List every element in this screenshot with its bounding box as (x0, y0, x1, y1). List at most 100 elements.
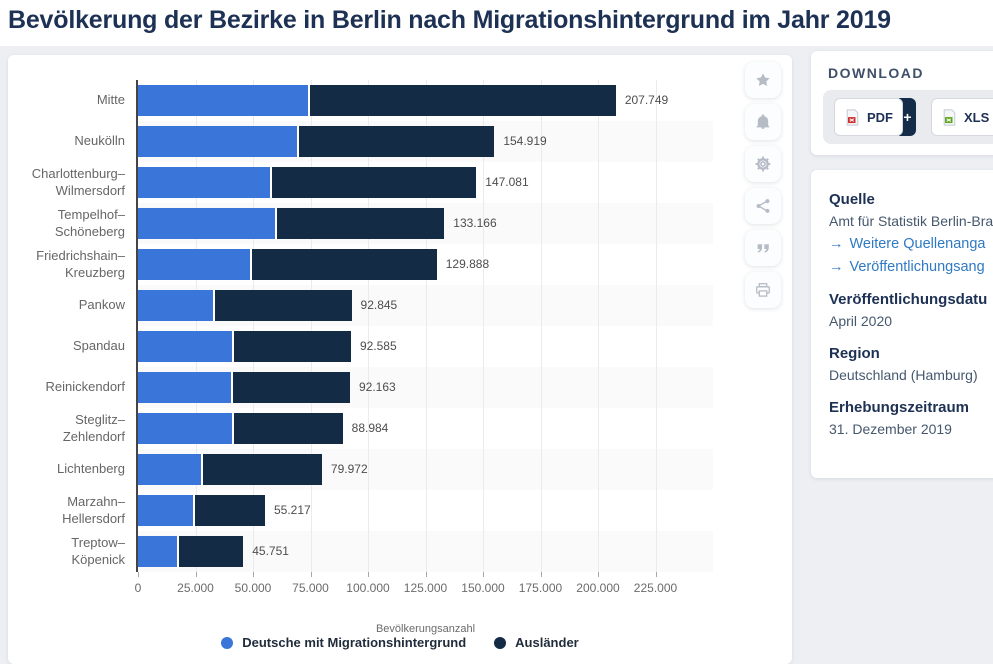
tick-mark-75000 (310, 572, 312, 577)
tick-label-0: 0 (134, 581, 142, 595)
value-label-tempelhof-schöneberg: 133.166 (453, 216, 497, 230)
value-label-charlottenburg-wilmersdorf: 147.081 (485, 175, 529, 189)
legend-swatch-auslaender (494, 636, 507, 649)
survey-period-value: 31. Dezember 2019 (829, 421, 952, 437)
gridline-25000 (195, 80, 197, 572)
download-pdf-label: PDF (867, 109, 893, 125)
region-heading: Region (829, 345, 880, 362)
source-info-card: Quelle Amt für Statistik Berlin-Bra → Wei… (811, 170, 993, 478)
value-label-lichtenberg: 79.972 (330, 462, 368, 476)
survey-period-heading: Erhebungszeitraum (829, 399, 970, 416)
category-label-steglitz-zehlendorf: Steglitz– Zehlendorf (62, 412, 125, 444)
value-label-treptow-köpenick: 45.751 (252, 544, 289, 558)
region-value: Deutschland (Hamburg) (829, 367, 978, 383)
bar-segment-auslaender-tempelhof-schöneberg[interactable] (274, 208, 445, 239)
tick-label-75000: 75.000 (292, 581, 329, 595)
tick-label-200000: 200.000 (576, 581, 620, 595)
category-label-charlottenburg-wilmersdorf: Charlottenburg– Wilmersdorf (31, 166, 125, 198)
legend-item-deutsche[interactable]: Deutsche mit Migrationshintergrund (221, 635, 466, 650)
publication-date-heading: Veröffentlichungsdatu (829, 291, 988, 308)
bar-segment-deutsche-marzahn-hellersdorf[interactable] (138, 495, 194, 526)
gridline-75000 (310, 80, 312, 572)
bell-icon (755, 114, 771, 130)
value-label-friedrichshain-kreuzberg: 129.888 (445, 257, 490, 271)
page-title: Bevölkerung der Bezirke in Berlin nach M… (8, 6, 891, 34)
citation-button[interactable] (745, 230, 781, 266)
value-label-mitte: 207.749 (624, 93, 669, 107)
survey-period-section: Erhebungszeitraum 31. Dezember 2019 (829, 399, 993, 437)
bar-segment-deutsche-steglitz-zehlendorf[interactable] (138, 413, 233, 444)
favorite-button[interactable] (745, 62, 781, 98)
bar-segment-auslaender-mitte[interactable] (308, 85, 616, 116)
print-button[interactable] (745, 272, 781, 308)
bar-segment-auslaender-lichtenberg[interactable] (201, 454, 322, 485)
download-pdf-button[interactable]: PDF (834, 98, 903, 136)
publication-date-value: April 2020 (829, 313, 893, 329)
bar-segment-auslaender-neukölln[interactable] (296, 126, 495, 157)
bar-segment-auslaender-steglitz-zehlendorf[interactable] (232, 413, 343, 444)
tick-label-100000: 100.000 (346, 581, 390, 595)
value-label-pankow: 92.845 (360, 298, 398, 312)
tick-mark-175000 (540, 572, 542, 577)
value-label-reinickendorf: 92.163 (358, 380, 396, 394)
gridline-100000 (368, 80, 369, 572)
region-section: Region Deutschland (Hamburg) (829, 345, 993, 383)
download-xls-group: XLS + (931, 98, 993, 136)
bar-segment-deutsche-pankow[interactable] (138, 290, 213, 321)
legend-swatch-deutsche (221, 636, 234, 649)
tick-label-225000: 225.000 (633, 581, 678, 595)
tick-mark-0 (138, 572, 139, 577)
bar-segment-deutsche-mitte[interactable] (138, 85, 309, 116)
pdf-file-icon (844, 108, 861, 126)
bar-segment-deutsche-lichtenberg[interactable] (138, 454, 202, 485)
value-label-spandau: 92.585 (359, 339, 397, 353)
download-pdf-group: PDF + (834, 98, 916, 136)
bar-segment-auslaender-friedrichshain-kreuzberg[interactable] (249, 249, 437, 280)
tick-mark-50000 (253, 572, 254, 577)
download-xls-button[interactable]: XLS (931, 98, 993, 136)
tick-label-175000: 175.000 (518, 581, 563, 595)
share-button[interactable] (745, 188, 781, 224)
bar-segment-auslaender-pankow[interactable] (212, 290, 352, 321)
category-label-tempelhof-schöneberg: Tempelhof– Schöneberg (54, 207, 125, 239)
value-label-steglitz-zehlendorf: 88.984 (351, 421, 389, 435)
tick-label-150000: 150.000 (461, 581, 505, 595)
bar-segment-deutsche-reinickendorf[interactable] (138, 372, 232, 403)
source-heading: Quelle (829, 191, 875, 208)
tick-label-125000: 125.000 (403, 581, 448, 595)
bar-segment-deutsche-friedrichshain-kreuzberg[interactable] (138, 249, 250, 280)
bar-segment-auslaender-reinickendorf[interactable] (231, 372, 350, 403)
tick-mark-200000 (598, 572, 599, 577)
settings-button[interactable] (745, 146, 781, 182)
bar-segment-deutsche-neukölln[interactable] (138, 126, 297, 157)
arrow-right-icon: → (829, 259, 844, 275)
printer-icon (755, 282, 771, 298)
gridline-175000 (540, 80, 542, 572)
bar-segment-deutsche-spandau[interactable] (138, 331, 233, 362)
legend-label-auslaender: Ausländer (515, 635, 579, 650)
download-xls-label: XLS (964, 109, 990, 125)
bar-segment-deutsche-treptow-köpenick[interactable] (138, 536, 178, 567)
tick-mark-225000 (655, 572, 657, 577)
publication-info-link[interactable]: → Veröffentlichungsang (829, 259, 993, 275)
publication-info-label: Veröffentlichungsang (849, 259, 985, 275)
download-button-box: PDF + XLS + (823, 90, 993, 144)
star-icon (755, 72, 771, 88)
category-label-mitte: Mitte (96, 92, 125, 108)
bar-segment-auslaender-marzahn-hellersdorf[interactable] (193, 495, 265, 526)
alert-button[interactable] (745, 104, 781, 140)
bar-segment-deutsche-charlottenburg-wilmersdorf[interactable] (138, 167, 271, 198)
bar-segment-auslaender-treptow-köpenick[interactable] (177, 536, 244, 567)
value-label-neukölln: 154.919 (503, 134, 547, 148)
bar-segment-deutsche-tempelhof-schöneberg[interactable] (138, 208, 275, 239)
category-label-lichtenberg: Lichtenberg (57, 461, 125, 477)
download-pdf-plus-button[interactable]: + (899, 98, 916, 136)
bar-segment-auslaender-spandau[interactable] (232, 331, 351, 362)
share-icon (755, 198, 771, 214)
xls-file-icon (941, 108, 958, 126)
bar-segment-auslaender-charlottenburg-wilmersdorf[interactable] (270, 167, 477, 198)
more-source-info-link[interactable]: → Weitere Quellenanga (829, 236, 993, 252)
gridline-200000 (598, 80, 599, 572)
source-text: Amt für Statistik Berlin-Bra (829, 213, 993, 229)
legend-item-auslaender[interactable]: Ausländer (494, 635, 579, 650)
